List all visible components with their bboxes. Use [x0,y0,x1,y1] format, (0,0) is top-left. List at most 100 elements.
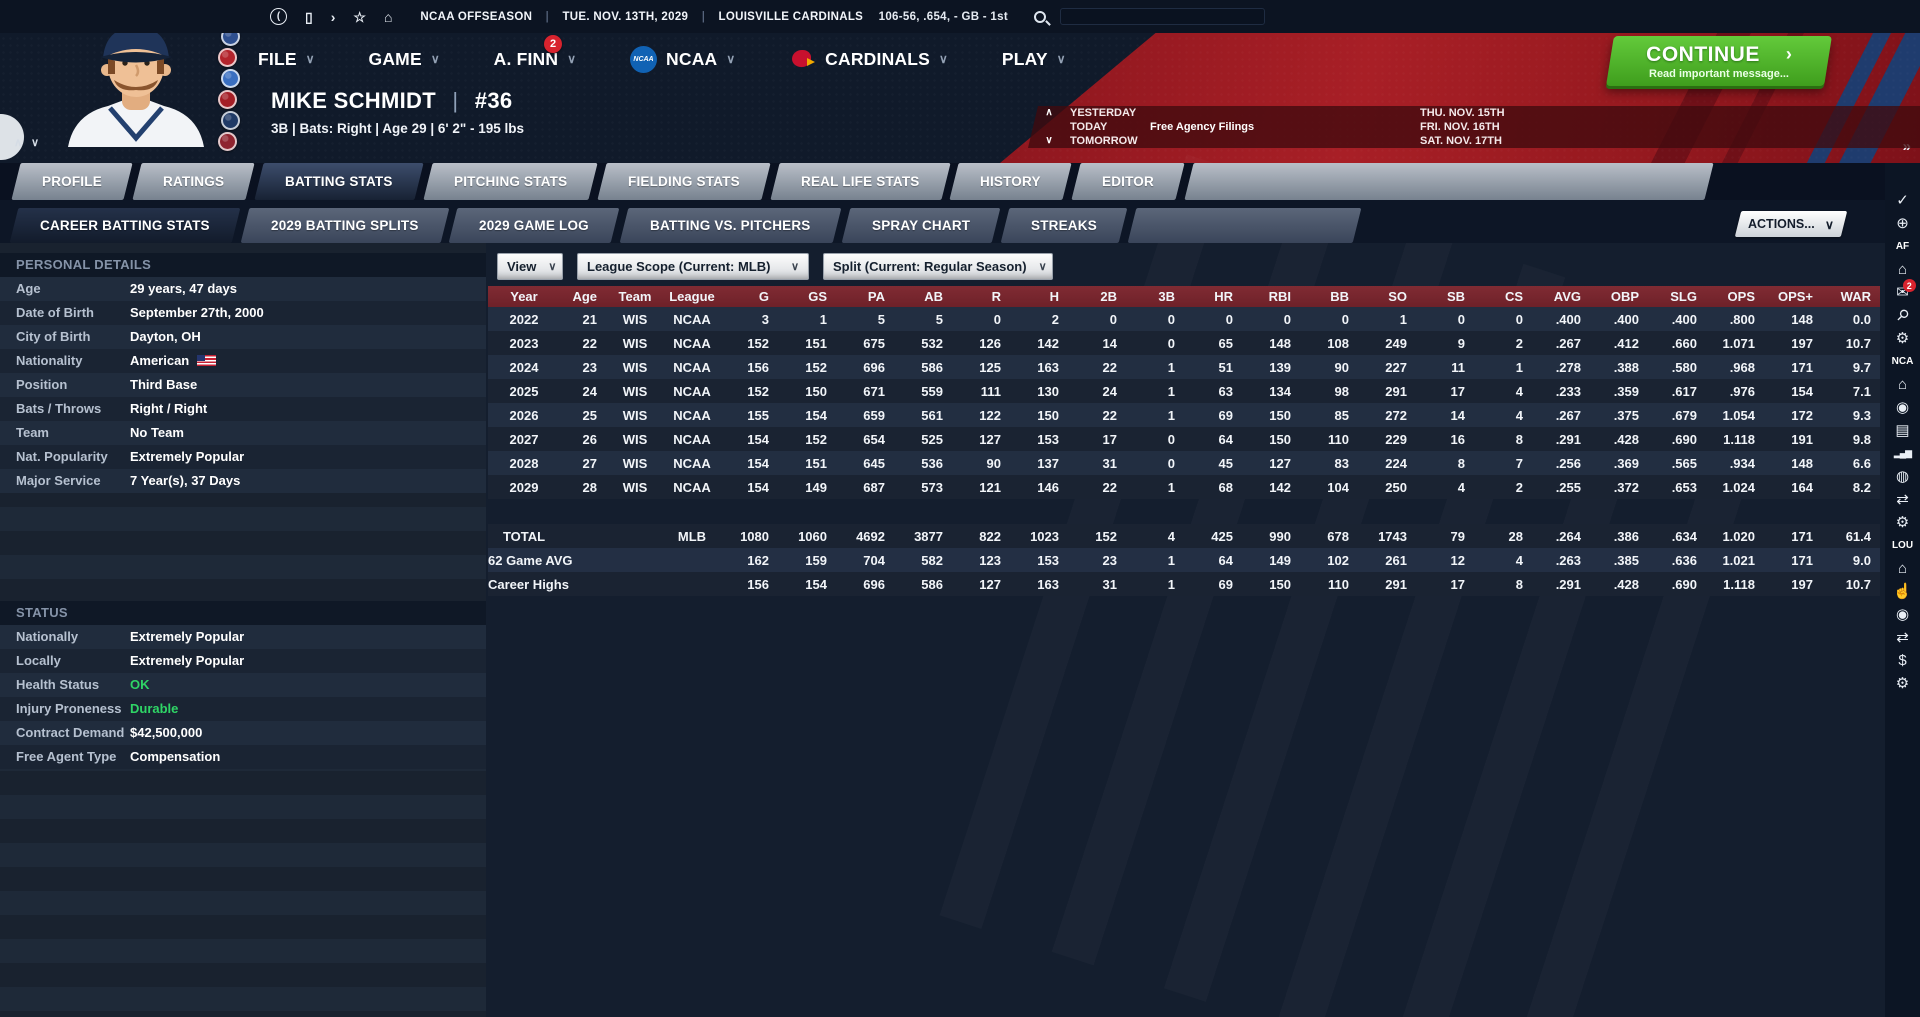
tab-history[interactable]: HISTORY [949,163,1072,200]
table-row[interactable]: 2025 24 WIS NCAA 152 150 671 559 111 130 24 1 63 134 9… [488,379,1880,403]
scouting-icon[interactable]: ◉ [1896,396,1909,419]
table-row[interactable]: 62 Game AVG 162 159 704 582 123 153 23 1 64 149 102… [488,548,1880,572]
home-icon[interactable]: ⌂ [383,8,393,25]
group-label-team[interactable]: LOU [1892,534,1913,557]
column-header[interactable]: OBP [1590,286,1648,307]
table-row[interactable]: 2026 25 WIS NCAA 155 154 659 561 122 150 22 1 69 150 8… [488,403,1880,427]
settings-icon[interactable]: ⚙ [1896,672,1909,695]
actions-button[interactable]: ACTIONS... ∨ [1734,211,1848,237]
stats-icon[interactable]: ▂▄▆ [1894,442,1912,465]
column-header[interactable]: League [664,286,720,307]
tab-pitching-stats[interactable]: PITCHING STATS [423,163,598,200]
table-row[interactable]: 2022 21 WIS NCAA 3 1 5 5 0 2 0 0 0 0 0 1 0 0 .400 .400 .400.… [488,307,1880,331]
split-dropdown[interactable]: Split (Current: Regular Season) ∨ [823,253,1053,280]
mail-icon[interactable]: ✉ 2 [1896,279,1916,304]
tab-batting-stats[interactable]: BATTING STATS [254,163,424,200]
column-header[interactable]: AVG [1532,286,1590,307]
forward-icon[interactable]: › [330,8,336,25]
column-header[interactable]: BB [1300,286,1358,307]
schedule-arrow-icon[interactable]: ∧ [1045,107,1053,118]
column-header[interactable]: GS [778,286,836,307]
table-row[interactable]: 2027 26 WIS NCAA 154 152 654 525 127 153 17 0 64 150 1… [488,427,1880,451]
column-header[interactable]: 2B [1068,286,1126,307]
column-header[interactable]: SB [1416,286,1474,307]
table-row[interactable]: TOTAL MLB 1080 1060 4692 3877 822 1023 152 4 425 99… [488,524,1880,548]
column-header[interactable]: R [952,286,1010,307]
search-icon[interactable] [1033,10,1046,23]
subtab-spray-chart[interactable]: SPRAY CHART [841,208,1001,243]
subtab-streaks[interactable]: STREAKS [1000,208,1128,243]
search-icon[interactable]: ⚲ [1893,304,1913,327]
roster-card-icon[interactable]: ▤ [1895,419,1909,442]
tab-real-life-stats[interactable]: REAL LIFE STATS [770,163,950,200]
favorites-icon[interactable]: ☆ [353,8,366,25]
subtab-filler[interactable] [1127,208,1362,243]
tab-ratings[interactable]: RATINGS [132,163,255,200]
continue-button[interactable]: CONTINUE › Read important message... [1606,36,1832,86]
subtab-batting-vs-pitchers[interactable]: BATTING VS. PITCHERS [619,208,842,243]
column-header[interactable]: SO [1358,286,1416,307]
settings-icon[interactable]: ⚙ [1896,511,1909,534]
home-icon[interactable]: ⌂ [1898,557,1907,580]
search-input[interactable] [1059,8,1265,25]
group-label-league[interactable]: NCA [1892,350,1914,373]
column-header[interactable]: 3B [1126,286,1184,307]
column-header[interactable]: OPS [1706,286,1764,307]
achievement-badge[interactable] [221,111,240,130]
stat-cell: 151 [805,455,827,471]
table-row[interactable]: 2024 23 WIS NCAA 156 152 696 586 125 163 22 1 51 139 9… [488,355,1880,379]
free-agents-icon[interactable]: ☝ [1893,580,1912,603]
league-scope-dropdown[interactable]: League Scope (Current: MLB) ∨ [577,253,809,280]
table-row[interactable]: 2023 22 WIS NCAA 152 151 675 532 126 142 14 0 65 148 1… [488,331,1880,355]
column-header[interactable]: RBI [1242,286,1300,307]
column-header[interactable]: OPS+ [1764,286,1822,307]
window-icon[interactable]: ▯ [305,8,313,25]
menu-file[interactable]: FILE ∨ [258,49,315,70]
subtab-2029-batting-splits[interactable]: 2029 BATTING SPLITS [240,208,449,243]
column-header[interactable]: Year [488,286,560,307]
column-header[interactable]: CS [1474,286,1532,307]
table-row[interactable]: 2029 28 WIS NCAA 154 149 687 573 121 146 22 1 68 142 1… [488,475,1880,499]
table-row[interactable]: 2028 27 WIS NCAA 154 151 645 536 90 137 31 0 45 127 83… [488,451,1880,475]
subtab-career-batting-stats[interactable]: CAREER BATTING STATS [9,208,241,243]
achievement-badge[interactable] [218,48,237,67]
column-header[interactable]: PA [836,286,894,307]
view-dropdown[interactable]: View ∨ [497,253,563,280]
menu-game[interactable]: GAME ∨ [369,49,440,70]
settings-icon[interactable]: ⚙ [1896,327,1909,350]
finance-icon[interactable]: $ [1898,649,1906,672]
subtab-2029-game-log[interactable]: 2029 GAME LOG [448,208,620,243]
portrait-scroll-arrows[interactable]: ∧∨ [14,137,49,149]
home-icon[interactable]: ⌂ [1898,258,1907,281]
menu-manager[interactable]: A. FINN ∨ 2 [494,34,576,70]
tab-editor[interactable]: EDITOR [1071,163,1185,200]
achievement-badge[interactable] [221,69,240,88]
column-header[interactable]: H [1010,286,1068,307]
column-header[interactable]: WAR [1822,286,1880,307]
baseball-icon[interactable]: ◍ [1896,465,1909,488]
column-header[interactable]: HR [1184,286,1242,307]
home-icon[interactable]: ⌂ [1898,373,1907,396]
achievement-badge[interactable] [218,90,237,109]
group-label-manager[interactable]: AF [1896,235,1909,258]
column-header[interactable]: SLG [1648,286,1706,307]
schedule-arrow-icon[interactable]: ∨ [1045,135,1053,146]
menu-play[interactable]: PLAY ∨ [1002,49,1066,70]
tab-filler[interactable] [1184,163,1714,200]
column-header[interactable]: AB [894,286,952,307]
menu-team[interactable]: CARDINALS ∨ [789,46,948,73]
transactions-icon[interactable]: ⇄ [1896,626,1909,649]
check-icon[interactable]: ✓ [1896,189,1909,212]
scouting-icon[interactable]: ◉ [1896,603,1909,626]
achievement-badge[interactable] [218,132,237,151]
column-header[interactable]: Age [560,286,606,307]
clock-icon[interactable]: ( [270,8,287,25]
column-header[interactable]: G [720,286,778,307]
table-row[interactable]: Career Highs 156 154 696 586 127 163 31 1 69 150 11… [488,572,1880,596]
tab-profile[interactable]: PROFILE [11,163,133,200]
globe-icon[interactable]: ⊕ [1896,212,1909,235]
tab-fielding-stats[interactable]: FIELDING STATS [597,163,771,200]
transactions-icon[interactable]: ⇄ [1896,488,1909,511]
menu-league[interactable]: NCAA ∨ [630,45,735,73]
column-header[interactable]: Team [606,286,664,307]
